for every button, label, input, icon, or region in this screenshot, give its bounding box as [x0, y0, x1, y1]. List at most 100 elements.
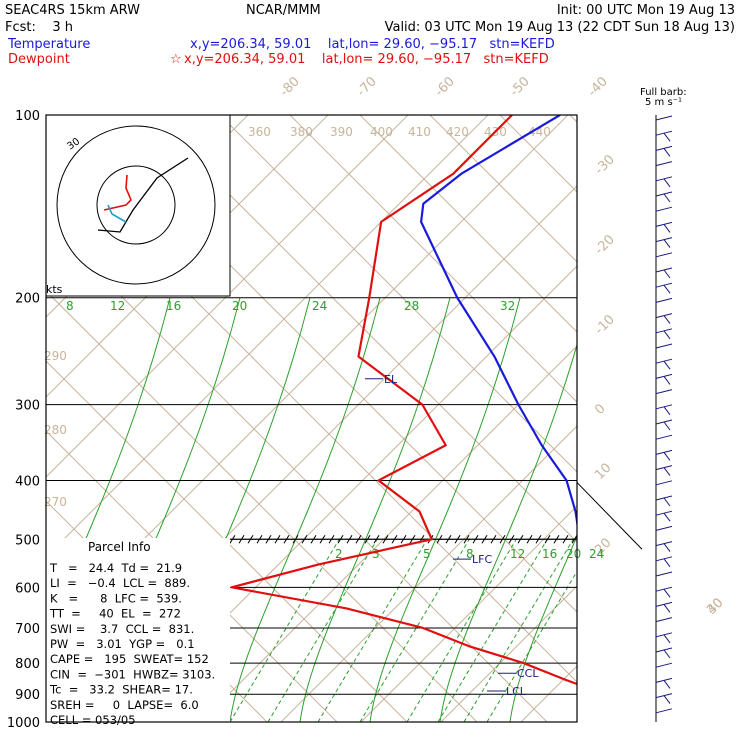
wind-barb-feather	[663, 269, 671, 279]
wind-barb-feather	[663, 421, 671, 431]
mixing-ratio-label: 28	[404, 299, 419, 313]
mixing-ratio-line	[359, 537, 471, 722]
barb-scale-units: 5 m s⁻¹	[645, 97, 682, 108]
theta-label: 400	[370, 125, 393, 139]
init-time: Init: 00 UTC Mon 19 Aug 13	[557, 3, 735, 18]
moist-adiabat-curve	[439, 343, 577, 722]
wind-barb	[655, 708, 673, 714]
hatch-tick	[319, 535, 326, 544]
hatch-tick	[472, 535, 479, 544]
parcel-info-row: SREH = 0 LAPSE= 6.0	[50, 698, 199, 712]
hatch-tick	[310, 535, 317, 544]
parcel-info-row: SWI = 3.7 CCL = 831.	[50, 622, 194, 636]
isotherm-line	[46, 115, 489, 558]
hatch-tick	[337, 535, 344, 544]
wind-barb	[655, 206, 673, 212]
mixing-ratio-label: 24	[312, 299, 327, 313]
wind-barb-feather	[663, 543, 671, 552]
hatch-tick	[292, 535, 299, 544]
wind-barb-feather	[663, 467, 671, 476]
theta-label: 420	[446, 125, 469, 139]
hatch-tick	[463, 535, 470, 544]
wind-barb	[655, 161, 673, 167]
isotherm-line	[520, 665, 577, 722]
isotherm-label: 0	[592, 401, 608, 417]
wind-barb-feather	[663, 239, 671, 248]
pressure-label: 600	[15, 581, 40, 596]
isotherm-line	[46, 115, 409, 478]
isotherm-line	[360, 505, 577, 722]
parcel-info-row: CELL = 053/05	[50, 713, 136, 727]
hatch-tick	[436, 535, 443, 544]
wind-barb-feather	[663, 376, 671, 385]
wind-barb	[655, 252, 673, 258]
isotherm-line	[601, 115, 740, 722]
dry-adiabat-line	[46, 430, 338, 722]
dewpoint-marker-icon: ☆	[170, 52, 182, 67]
pressure-label: 700	[15, 622, 40, 637]
moist-adiabat-curve	[299, 297, 451, 722]
wind-barb-feather	[663, 680, 671, 689]
mixing-ratio-line	[463, 537, 575, 722]
parcel-info-title: Parcel Info	[88, 540, 151, 554]
temperature-trace	[420, 115, 577, 529]
mixing-ratio-line	[317, 537, 429, 722]
parcel-info-panel: Parcel Info T = 24.4 Td = 21.9LI = −0.4 …	[46, 538, 230, 727]
pressure-label: 1000	[7, 716, 40, 731]
frame-connector	[576, 482, 643, 550]
pressure-label: 400	[15, 474, 40, 489]
wind-barb-feather	[663, 360, 671, 370]
wind-barb	[655, 662, 673, 668]
theta-label: 410	[408, 125, 431, 139]
hatch-tick	[373, 535, 380, 544]
level-label-el: EL	[384, 373, 398, 386]
dry-adiabat-line	[429, 115, 577, 263]
theta-label: 270	[44, 495, 67, 509]
wind-barb-feather	[663, 604, 671, 613]
isotherm-label: -30	[592, 152, 618, 178]
dry-adiabat-line	[289, 115, 577, 403]
hatch-tick	[517, 535, 524, 544]
isotherm-line	[200, 345, 577, 722]
hatch-tick	[562, 535, 569, 544]
dry-adiabat-line	[46, 290, 478, 722]
hatch-tick	[391, 535, 398, 544]
isotherm-label: -10	[592, 312, 618, 338]
dry-adiabat-line	[569, 115, 577, 123]
hatch-tick	[283, 535, 290, 544]
wind-barb-feather	[663, 695, 671, 704]
hatch-tick	[409, 535, 416, 544]
hatch-tick	[229, 535, 236, 544]
dewpoint-trace	[230, 115, 577, 686]
mixing-ratio-label: 8	[466, 547, 474, 561]
hatch-tick	[508, 535, 515, 544]
wind-barb-feather	[663, 148, 671, 157]
hatch-tick	[535, 535, 542, 544]
mixing-ratio-label: 16	[542, 547, 557, 561]
theta-label: 390	[330, 125, 353, 139]
dry-adiabat-line	[359, 115, 577, 333]
hatch-tick	[247, 535, 254, 544]
wind-barb-feather	[663, 634, 671, 644]
isotherm-label: -70	[354, 74, 380, 100]
hatch-tick	[445, 535, 452, 544]
wind-barb-feather	[663, 224, 671, 233]
mixing-ratio-label: 16	[166, 299, 181, 313]
hatch-tick	[490, 535, 497, 544]
wind-barb-feather	[663, 284, 671, 294]
isotherm-line	[280, 425, 577, 722]
hatch-tick	[346, 535, 353, 544]
wind-barb-feather	[663, 193, 671, 203]
parcel-info-row: LI = −0.4 LCL = 889.	[50, 576, 190, 590]
isotherm-label: -40	[585, 74, 611, 100]
wind-barb	[655, 389, 673, 395]
hatch-tick	[382, 535, 389, 544]
pressure-label: 500	[15, 533, 40, 548]
wind-barb-feather	[663, 497, 671, 507]
pressure-label: 300	[15, 399, 40, 414]
parcel-info-row: Tc = 33.2 SHEAR= 17.	[49, 683, 193, 697]
hatch-tick	[571, 535, 578, 544]
wind-barb	[655, 480, 673, 486]
hatch-tick	[544, 535, 551, 544]
parcel-levels: EL LFC CCL LCL	[365, 373, 539, 698]
